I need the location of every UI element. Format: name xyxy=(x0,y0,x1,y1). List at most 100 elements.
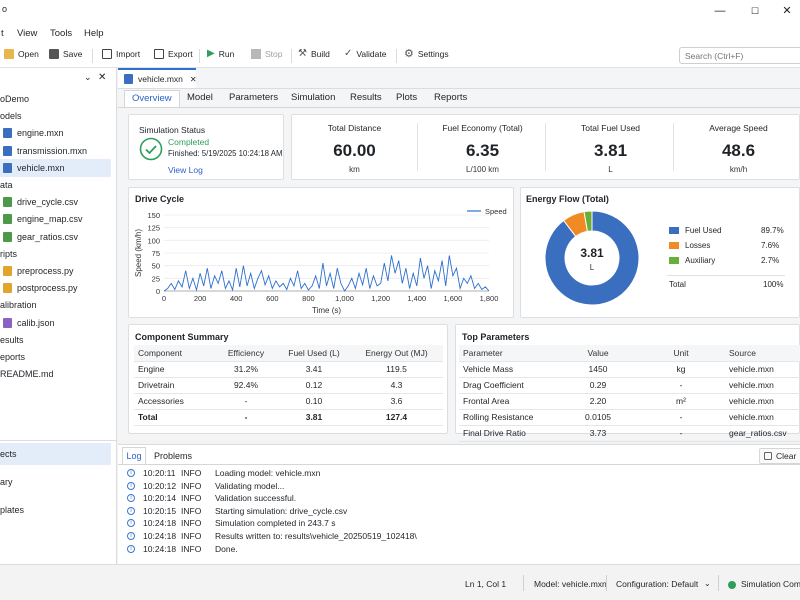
table-row[interactable]: Frontal Area 2.20 m² vehicle.mxn xyxy=(459,393,800,410)
tree-item[interactable]: ata xyxy=(0,176,111,194)
doc-tab-vehicle[interactable]: vehicle.mxn ✕ xyxy=(118,68,197,88)
kpi-item: Fuel Economy (Total) 6.35 L/100 km xyxy=(420,115,545,179)
minimize-button[interactable]: — xyxy=(714,5,726,17)
x-axis-label: Time (s) xyxy=(312,306,341,315)
tree-item-label: oDemo xyxy=(0,94,30,104)
kpi-title: Average Speed xyxy=(709,123,768,133)
tree-item[interactable]: esults xyxy=(0,331,111,349)
settings-button[interactable]: ⚙ Settings xyxy=(404,49,449,60)
column-header: Source xyxy=(725,345,800,362)
tree-item[interactable]: README.md xyxy=(0,365,111,383)
clear-button[interactable]: Clear xyxy=(759,448,800,464)
view-log-link[interactable]: View Log xyxy=(168,165,203,175)
log-entry: i 10:20:15 INFO Starting simulation: drive_… xyxy=(127,505,347,517)
legend-swatch xyxy=(669,227,679,234)
tree-item[interactable]: eports xyxy=(0,348,111,366)
energy-flow-chart: 3.81 L xyxy=(544,210,640,306)
close-icon[interactable]: ✕ xyxy=(98,72,107,83)
tree-item[interactable]: vehicle.mxn xyxy=(0,158,111,177)
top-parameters-card: Top Parameters Parameter Value Unit Source V… xyxy=(455,324,800,442)
energy-flow-title: Energy Flow (Total) xyxy=(526,194,609,204)
y-tick-label: 50 xyxy=(152,262,160,271)
tree-item[interactable]: preprocess.py xyxy=(0,262,111,280)
kpi-item: Total Fuel Used 3.81 L xyxy=(548,115,673,179)
table-cell: Total xyxy=(134,409,214,426)
tree-item[interactable]: gear_ratios.csv xyxy=(0,228,111,246)
tree-item-label: ata xyxy=(0,180,13,190)
close-button[interactable]: ✕ xyxy=(782,5,792,17)
divider xyxy=(667,275,785,276)
table-cell: Rolling Resistance xyxy=(459,409,559,426)
tab-problems[interactable]: Problems xyxy=(154,451,193,461)
y-axis-label: Speed (km/h) xyxy=(134,229,143,277)
component-summary-card: Component Summary Component Efficiency Fue… xyxy=(128,324,448,434)
maximize-button[interactable]: ☐ xyxy=(750,6,760,16)
subtab-overview[interactable]: Overview xyxy=(124,90,180,107)
tree-item[interactable]: engine.mxn xyxy=(0,124,111,142)
table-cell: m² xyxy=(637,393,725,410)
menu-tools[interactable]: Tools xyxy=(50,28,73,39)
divider xyxy=(606,575,607,591)
table-row[interactable]: Rolling Resistance 0.0105- vehicle.mxn xyxy=(459,409,800,426)
tree-item-label: README.md xyxy=(0,369,54,380)
tree-item[interactable]: oDemo xyxy=(0,90,111,108)
configuration-select[interactable]: Configuration: Default xyxy=(616,579,699,589)
legend-value: 89.7% xyxy=(761,226,784,235)
tree-item[interactable]: calib.json xyxy=(0,314,111,332)
run-button[interactable]: ▶ Run xyxy=(207,49,234,60)
tab-log[interactable]: Log xyxy=(122,447,146,465)
subtab-reports[interactable]: Reports xyxy=(434,92,468,103)
close-icon[interactable]: ✕ xyxy=(189,74,197,84)
table-row[interactable]: Final Drive Ratio 3.73- gear_ratios.csv xyxy=(459,425,800,442)
legend-value: 2.7% xyxy=(761,256,780,265)
validate-button[interactable]: ✓ Validate xyxy=(344,49,386,60)
table-row[interactable]: Total -3.81 127.4 xyxy=(134,409,443,426)
table-cell: 0.12 xyxy=(278,377,350,394)
chevron-down-icon[interactable]: ⌄ xyxy=(84,72,92,82)
search-input[interactable] xyxy=(679,47,800,64)
menu-help[interactable]: Help xyxy=(84,28,104,39)
table-row[interactable]: Drag Coefficient 0.29- vehicle.mxn xyxy=(459,377,800,394)
table-row[interactable]: Vehicle Mass 1450 kg vehicle.mxn xyxy=(459,361,800,378)
tree-item[interactable]: transmission.mxn xyxy=(0,142,111,160)
tree-item[interactable]: odels xyxy=(0,107,111,125)
chevron-down-icon[interactable]: ⌄ xyxy=(704,579,711,588)
menu-view[interactable]: View xyxy=(17,28,38,39)
subtab-plots[interactable]: Plots xyxy=(396,92,418,103)
info-icon: i xyxy=(127,532,135,540)
file-icon xyxy=(124,74,133,84)
table-row[interactable]: Drivetrain 92.4% 0.12 4.3 xyxy=(134,377,443,394)
stop-button[interactable]: Stop xyxy=(251,49,283,59)
table-row[interactable]: Engine 31.2% 3.41 119.5 xyxy=(134,361,443,378)
open-button[interactable]: Open xyxy=(4,49,39,59)
y-tick-label: 75 xyxy=(152,249,160,258)
column-header: Energy Out (MJ) xyxy=(350,345,443,362)
log-message: Loading model: vehicle.mxn xyxy=(215,468,321,478)
csv-file-icon xyxy=(3,214,12,225)
divider xyxy=(545,123,546,171)
tree-item[interactable]: drive_cycle.csv xyxy=(0,193,111,211)
build-button[interactable]: ⚒ Build xyxy=(298,49,330,60)
kpi-value: 3.81 xyxy=(593,141,628,160)
subtab-results[interactable]: Results xyxy=(350,92,382,103)
export-button[interactable]: Export xyxy=(154,49,193,59)
table-cell: - xyxy=(637,425,725,442)
tree-item[interactable]: ripts xyxy=(0,245,111,263)
tree-item[interactable]: engine_map.csv xyxy=(0,210,111,228)
save-button[interactable]: Save xyxy=(49,49,82,59)
drive-cycle-chart: 0 25 50 75 100 125 150 0 200 400 600 800 1,000 1,200 1… xyxy=(134,207,507,315)
subtab-simulation[interactable]: Simulation xyxy=(291,92,336,103)
clear-icon xyxy=(764,452,772,460)
sidebar-nav-item[interactable]: plates xyxy=(0,499,111,521)
sidebar-nav-item[interactable]: ects xyxy=(0,443,111,465)
table-row[interactable]: Accessories -0.10 3.6 xyxy=(134,393,443,410)
table-cell: 3.73 xyxy=(559,425,637,442)
column-header: Unit xyxy=(637,345,725,362)
import-button[interactable]: Import xyxy=(102,49,140,59)
sidebar-nav-item[interactable]: ary xyxy=(0,471,111,493)
subtab-model[interactable]: Model xyxy=(187,92,213,103)
subtab-parameters[interactable]: Parameters xyxy=(229,92,279,103)
menu-file[interactable]: t xyxy=(1,28,4,39)
tree-item[interactable]: postprocess.py xyxy=(0,279,111,297)
tree-item[interactable]: alibration xyxy=(0,296,111,314)
